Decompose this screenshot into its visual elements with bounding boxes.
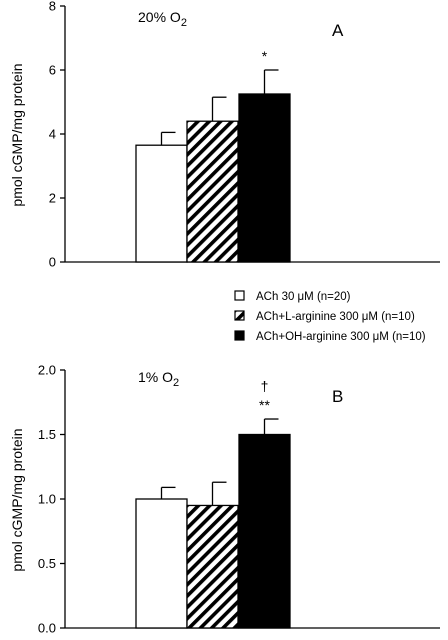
- legend-entry-l-arginine: ACh+L-arginine 300 μM (n=10): [234, 310, 415, 323]
- panel-b-y-tick-label: 1.0: [38, 492, 56, 507]
- panel-a-y-tick-label: 0: [49, 255, 56, 270]
- legend-label-l-arginine: ACh+L-arginine 300 μM (n=10): [256, 311, 415, 323]
- panel-b-y-axis-label: pmol cGMP/mg protein: [9, 428, 25, 571]
- panel-a-condition-text: 20% O: [138, 9, 181, 25]
- panel-b-y-tick-label: 2.0: [38, 363, 56, 378]
- panel-b-y-tick-label: 1.5: [38, 427, 56, 442]
- panel-b-condition-label: 1% O2: [138, 369, 179, 389]
- legend-entry-ach: ACh 30 μM (n=20): [234, 290, 351, 303]
- panel-a-y-axis-label: pmol cGMP/mg protein: [9, 63, 25, 206]
- panel-a-y-tick-label: 4: [49, 127, 56, 142]
- panel-b-condition-subscript: 2: [173, 377, 179, 389]
- panel-b-label: B: [332, 387, 343, 406]
- panel-b-bar: [186, 504, 239, 629]
- legend-swatch-ach: [234, 290, 245, 301]
- panel-a-bar: [238, 93, 291, 263]
- legend: ACh 30 μM (n=20) ACh+L-arginine 300 μM (…: [234, 290, 426, 343]
- panel-a-label: A: [332, 21, 344, 40]
- panel-a-y-tick-label: 8: [49, 0, 56, 14]
- panel-a-bars: *: [135, 48, 291, 263]
- panel-b-bar: [135, 498, 188, 629]
- panel-b-y-tick-label: 0.5: [38, 556, 56, 571]
- panel-a-condition-subscript: 2: [181, 17, 187, 29]
- panel-b-condition-text: 1% O: [138, 369, 173, 385]
- panel-b-bar: [238, 433, 291, 629]
- legend-swatch-l-arginine: [234, 310, 245, 321]
- legend-label-ach: ACh 30 μM (n=20): [256, 291, 351, 303]
- legend-label-oh-arginine: ACh+OH-arginine 300 μM (n=10): [256, 331, 426, 343]
- panel-a-condition-label: 20% O2: [138, 9, 187, 29]
- panel-b: pmol cGMP/mg protein 1% O2 B 0.0 0.5 1.0 1.…: [9, 363, 440, 636]
- panel-a-axes: 0 2 4 6 8: [49, 0, 440, 270]
- panel-a-y-tick-label: 2: [49, 191, 56, 206]
- panel-a-bar: [135, 144, 188, 263]
- panel-a-y-tick-label: 6: [49, 63, 56, 78]
- panel-b-bars: ** †: [135, 378, 291, 629]
- panel-a-significance-marker: *: [262, 48, 268, 64]
- legend-swatch-oh-arginine: [234, 330, 245, 341]
- panel-b-significance-marker: **: [259, 397, 270, 413]
- panel-a-bar: [186, 120, 239, 263]
- legend-entry-oh-arginine: ACh+OH-arginine 300 μM (n=10): [234, 330, 426, 343]
- panel-b-significance-marker-dagger: †: [261, 378, 269, 394]
- panel-b-y-tick-label: 0.0: [38, 621, 56, 636]
